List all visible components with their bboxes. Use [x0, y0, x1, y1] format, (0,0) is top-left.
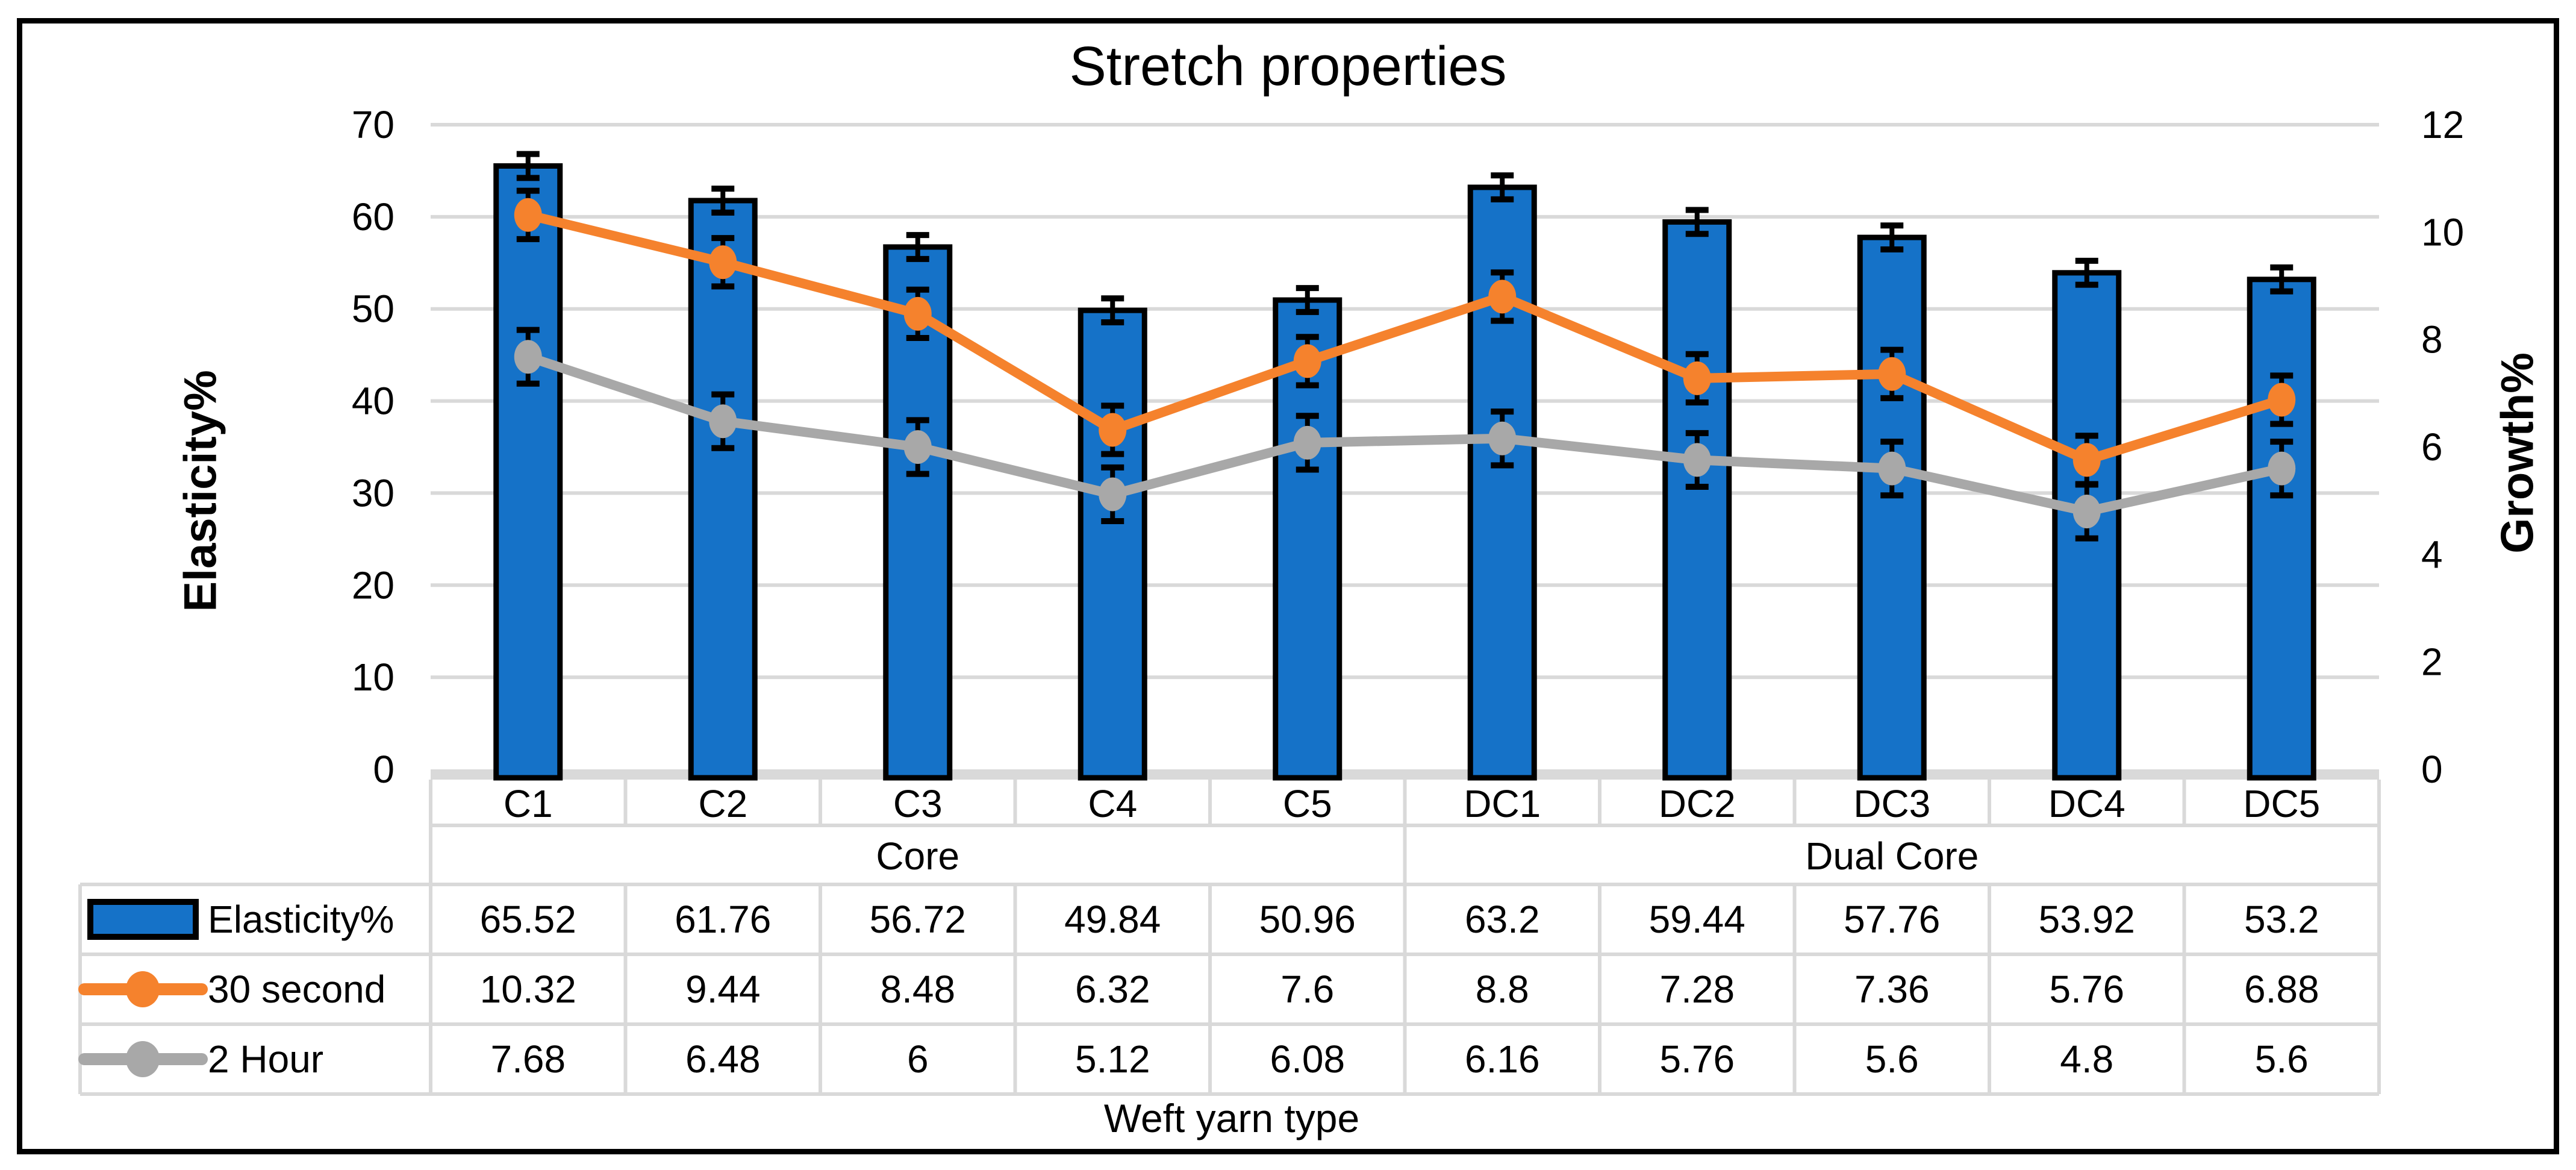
table-value-elasticity-c1: 65.52 [480, 898, 576, 941]
table-value-2-hour-c4: 5.12 [1075, 1037, 1150, 1081]
legend-marker-30-second [126, 971, 160, 1007]
marker-30-second-c3 [903, 296, 932, 331]
right-axis-tick-10: 10 [2421, 210, 2464, 254]
table-value-2-hour-c1: 7.68 [490, 1037, 566, 1081]
table-value-elasticity-c4: 49.84 [1064, 898, 1161, 941]
marker-30-second-dc3 [1878, 357, 1906, 391]
table-value-30-second-c2: 9.44 [685, 968, 761, 1011]
bar-c4 [1077, 307, 1147, 781]
marker-2-hour-c3 [903, 430, 932, 464]
table-value-30-second-dc5: 6.88 [2244, 968, 2319, 1011]
marker-2-hour-dc4 [2072, 495, 2101, 528]
chart-title: Stretch properties [1069, 36, 1507, 97]
category-label-dc3: DC3 [1853, 782, 1930, 825]
category-label-dc2: DC2 [1659, 782, 1736, 825]
marker-30-second-dc5 [2268, 383, 2296, 417]
marker-30-second-c2 [709, 245, 737, 280]
group-label-dual-core: Dual Core [1805, 834, 1979, 878]
marker-30-second-c5 [1293, 344, 1321, 378]
left-axis-tick-30: 30 [352, 471, 395, 515]
legend-label-2-hour: 2 Hour [208, 1037, 323, 1081]
table-value-30-second-c1: 10.32 [480, 968, 576, 1011]
series-line-30-second [523, 210, 2287, 465]
legend-label-elasticity: Elasticity% [208, 898, 394, 941]
group-label-core: Core [876, 834, 959, 878]
marker-2-hour-dc2 [1683, 443, 1711, 477]
legend-swatch-elasticity [87, 899, 199, 940]
marker-30-second-dc4 [2072, 443, 2101, 477]
marker-2-hour-dc5 [2268, 451, 2296, 486]
table-value-2-hour-c5: 6.08 [1270, 1037, 1345, 1081]
right-axis-tick-8: 8 [2421, 318, 2443, 361]
table-value-30-second-c5: 7.6 [1280, 968, 1334, 1011]
left-axis-tick-10: 10 [352, 655, 395, 699]
left-axis-title: Elasticity% [175, 370, 226, 612]
right-axis-tick-12: 12 [2421, 103, 2464, 146]
bar-dc3 [1857, 234, 1927, 781]
bar-c1 [493, 163, 563, 781]
table-value-elasticity-dc5: 53.2 [2244, 898, 2319, 941]
marker-2-hour-c1 [514, 340, 542, 374]
marker-30-second-c1 [514, 198, 542, 232]
marker-2-hour-dc3 [1878, 451, 1906, 486]
table-value-elasticity-c2: 61.76 [675, 898, 771, 941]
category-label-c3: C3 [893, 782, 943, 825]
left-axis-tick-50: 50 [352, 287, 395, 331]
category-label-dc5: DC5 [2243, 782, 2320, 825]
table-value-30-second-c4: 6.32 [1075, 968, 1150, 1011]
category-label-dc1: DC1 [1464, 782, 1541, 825]
marker-30-second-c4 [1099, 413, 1127, 447]
left-axis-tick-0: 0 [373, 748, 395, 791]
table-value-elasticity-c3: 56.72 [870, 898, 966, 941]
table-value-2-hour-dc2: 5.76 [1659, 1037, 1735, 1081]
marker-2-hour-c5 [1293, 425, 1321, 460]
category-label-c1: C1 [504, 782, 553, 825]
table-value-30-second-dc2: 7.28 [1659, 968, 1735, 1011]
table-value-elasticity-dc3: 57.76 [1844, 898, 1940, 941]
bar-c5 [1273, 297, 1343, 781]
table-value-2-hour-dc5: 5.6 [2255, 1037, 2309, 1081]
x-axis-title: Weft yarn type [1103, 1096, 1360, 1140]
right-axis-tick-2: 2 [2421, 640, 2443, 684]
left-axis-tick-70: 70 [352, 103, 395, 146]
left-axis-tick-20: 20 [352, 563, 395, 607]
marker-2-hour-c4 [1099, 477, 1127, 511]
table-value-elasticity-c5: 50.96 [1259, 898, 1356, 941]
right-axis-title: Growth% [2492, 352, 2543, 554]
table-value-30-second-c3: 8.48 [880, 968, 955, 1011]
outer-border [17, 18, 2559, 1154]
table-value-elasticity-dc1: 63.2 [1465, 898, 1540, 941]
category-label-c2: C2 [698, 782, 747, 825]
legend-marker-2-hour [126, 1041, 160, 1077]
marker-2-hour-dc1 [1488, 421, 1517, 455]
bar-dc5 [2247, 277, 2316, 781]
category-label-c5: C5 [1283, 782, 1332, 825]
category-label-c4: C4 [1088, 782, 1137, 825]
right-axis-tick-6: 6 [2421, 425, 2443, 469]
table-value-elasticity-dc4: 53.92 [2039, 898, 2135, 941]
marker-30-second-dc1 [1488, 280, 1517, 314]
table-value-2-hour-dc3: 5.6 [1865, 1037, 1919, 1081]
table-value-2-hour-c2: 6.48 [685, 1037, 761, 1081]
table-value-2-hour-c3: 6 [907, 1037, 929, 1081]
table-value-30-second-dc4: 5.76 [2049, 968, 2124, 1011]
table-value-30-second-dc1: 8.8 [1476, 968, 1529, 1011]
table-value-2-hour-dc4: 4.8 [2060, 1037, 2113, 1081]
table-value-elasticity-dc2: 59.44 [1649, 898, 1745, 941]
right-axis-tick-4: 4 [2421, 533, 2443, 576]
right-axis-tick-0: 0 [2421, 748, 2443, 791]
marker-2-hour-c2 [709, 404, 737, 439]
legend-label-30-second: 30 second [208, 968, 385, 1011]
table-value-30-second-dc3: 7.36 [1854, 968, 1930, 1011]
left-axis-tick-40: 40 [352, 380, 395, 423]
bar-dc2 [1662, 219, 1732, 781]
category-label-dc4: DC4 [2048, 782, 2125, 825]
series-line-2-hour [523, 352, 2287, 516]
left-axis-tick-60: 60 [352, 195, 395, 239]
marker-30-second-dc2 [1683, 361, 1711, 395]
table-value-2-hour-dc1: 6.16 [1465, 1037, 1540, 1081]
